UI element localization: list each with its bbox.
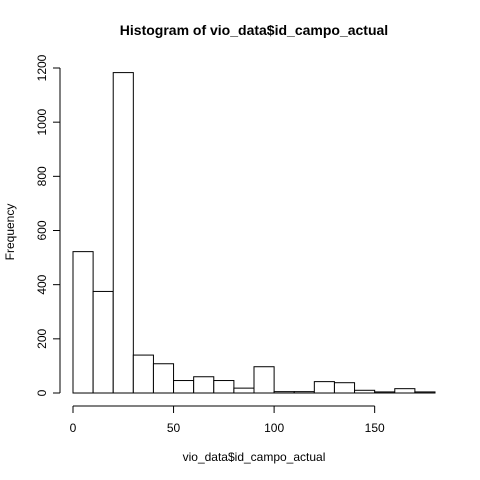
y-tick-label: 0	[35, 389, 49, 396]
histogram-bar-50-60	[173, 380, 195, 394]
histogram-bar-120-130	[313, 381, 335, 394]
histogram-bar-110-120	[293, 391, 315, 394]
histogram-bar-140-150	[354, 389, 376, 394]
histogram-bar-170-180	[414, 391, 436, 394]
x-tick-label: 150	[365, 421, 385, 435]
x-tick-label: 50	[167, 421, 181, 435]
y-tick-label: 1000	[35, 108, 49, 135]
x-axis: 0 50 100 150	[70, 405, 385, 435]
histogram-bar-40-50	[152, 363, 175, 394]
y-axis-label: Frequency	[3, 204, 17, 261]
chart-title: Histogram of vio_data$id_campo_actual	[120, 22, 388, 38]
y-tick-label: 1200	[35, 54, 49, 81]
y-tick-label: 200	[35, 329, 49, 349]
histogram-bar-160-170	[394, 388, 416, 394]
histogram-bar-130-140	[333, 382, 356, 394]
histogram-bar-80-90	[233, 387, 255, 394]
histogram-bar-70-80	[213, 380, 235, 394]
x-tick-label: 0	[70, 421, 77, 435]
histogram-bar-10-20	[92, 290, 114, 394]
histogram-bar-0-10	[72, 251, 94, 394]
histogram-bar-100-110	[273, 391, 295, 394]
x-axis-label: vio_data$id_campo_actual	[183, 450, 326, 464]
histogram-bar-150-160	[374, 391, 396, 394]
y-tick-label: 600	[35, 220, 49, 240]
y-axis: 0 200 400 600 800 1000 1200	[35, 54, 61, 396]
y-tick-label: 400	[35, 274, 49, 294]
y-tick-label: 800	[35, 166, 49, 186]
histogram-bar-20-30	[112, 72, 134, 394]
histogram-bars	[72, 72, 436, 394]
histogram-bar-60-70	[193, 376, 215, 394]
histogram-bar-30-40	[132, 354, 154, 394]
x-tick-label: 100	[264, 421, 284, 435]
histogram-bar-90-100	[253, 366, 275, 394]
